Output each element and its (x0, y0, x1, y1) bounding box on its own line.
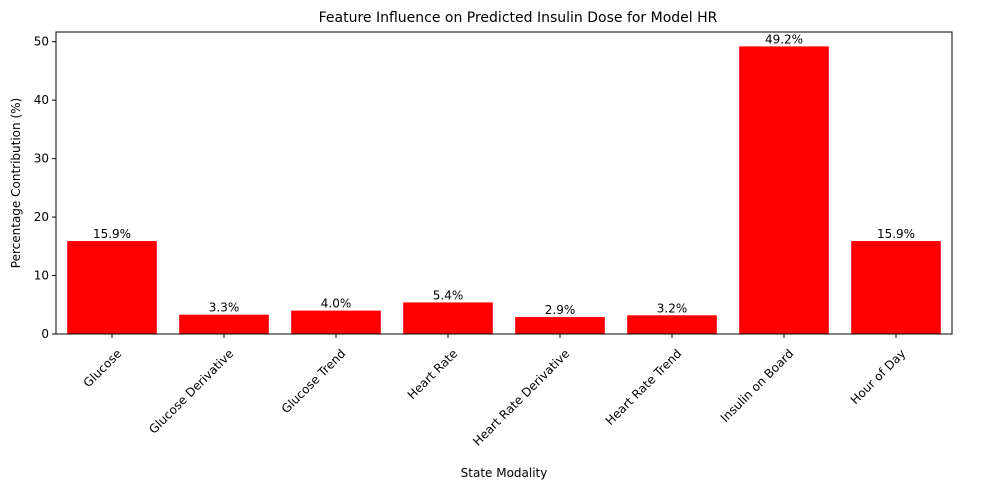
y-tick-label-2: 20 (34, 210, 49, 224)
bar-1 (179, 314, 269, 334)
data-label-6: 49.2% (765, 32, 803, 46)
y-tick-label-4: 40 (34, 93, 49, 107)
bar-0 (67, 241, 157, 334)
x-tick-label-1: Glucose Derivative (146, 346, 236, 436)
x-tick-label-0: Glucose (81, 346, 125, 390)
data-label-1: 3.3% (209, 301, 240, 315)
x-tick-label-5: Heart Rate Trend (603, 346, 685, 428)
data-labels-group: 15.9% 3.3% 4.0% 5.4% 2.9% 3.2% 49.2% 15.9% (93, 32, 915, 317)
x-tick-label-6: Insulin on Board (718, 346, 797, 425)
bars-group (67, 46, 941, 334)
data-label-0: 15.9% (93, 227, 131, 241)
x-tick-label-4: Heart Rate Derivative (470, 346, 572, 448)
bar-5 (627, 315, 717, 334)
data-label-2: 4.0% (321, 297, 352, 311)
y-axis: 0 10 20 30 40 50 (34, 35, 56, 341)
x-tick-label-2: Glucose Trend (279, 346, 349, 416)
y-tick-label-0: 0 (41, 327, 49, 341)
x-axis: Glucose Glucose Derivative Glucose Trend He… (81, 334, 909, 449)
plot-frame (55, 31, 953, 335)
x-axis-label: State Modality (461, 466, 548, 480)
data-label-7: 15.9% (877, 227, 915, 241)
chart-title: Feature Influence on Predicted Insulin D… (319, 10, 718, 26)
bar-4 (515, 317, 605, 334)
y-tick-label-5: 50 (34, 35, 49, 49)
y-tick-label-1: 10 (34, 269, 49, 283)
data-label-5: 3.2% (657, 301, 688, 315)
y-tick-label-3: 30 (34, 152, 49, 166)
bar-7 (851, 241, 941, 334)
y-axis-label: Percentage Contribution (%) (9, 98, 23, 268)
bar-3 (403, 302, 493, 334)
data-label-4: 2.9% (545, 303, 576, 317)
bar-2 (291, 310, 381, 334)
bar-6 (739, 46, 829, 334)
x-tick-label-3: Heart Rate (405, 346, 461, 402)
data-label-3: 5.4% (433, 288, 464, 302)
x-tick-label-7: Hour of Day (848, 346, 909, 407)
